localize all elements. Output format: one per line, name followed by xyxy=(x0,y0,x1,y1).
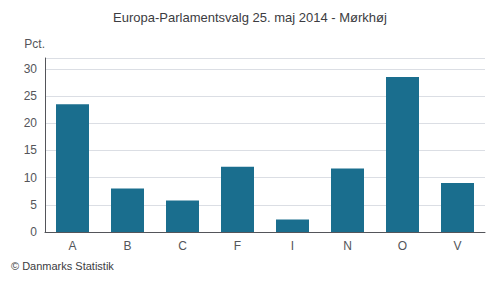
svg-text:5: 5 xyxy=(30,198,37,212)
svg-text:15: 15 xyxy=(24,143,38,157)
svg-text:10: 10 xyxy=(24,171,38,185)
svg-text:V: V xyxy=(453,239,461,253)
svg-text:O: O xyxy=(398,239,407,253)
svg-text:N: N xyxy=(343,239,352,253)
svg-text:25: 25 xyxy=(24,89,38,103)
svg-text:F: F xyxy=(234,239,241,253)
svg-text:A: A xyxy=(68,239,76,253)
svg-text:20: 20 xyxy=(24,116,38,130)
svg-text:0: 0 xyxy=(30,225,37,239)
svg-text:© Danmarks Statistik: © Danmarks Statistik xyxy=(11,260,114,272)
svg-text:C: C xyxy=(178,239,187,253)
svg-text:Pct.: Pct. xyxy=(24,37,45,51)
svg-text:Europa-Parlamentsvalg 25. maj: Europa-Parlamentsvalg 25. maj 2014 - Mør… xyxy=(113,10,387,25)
svg-text:30: 30 xyxy=(24,62,38,76)
svg-text:I: I xyxy=(291,239,294,253)
svg-text:B: B xyxy=(123,239,131,253)
